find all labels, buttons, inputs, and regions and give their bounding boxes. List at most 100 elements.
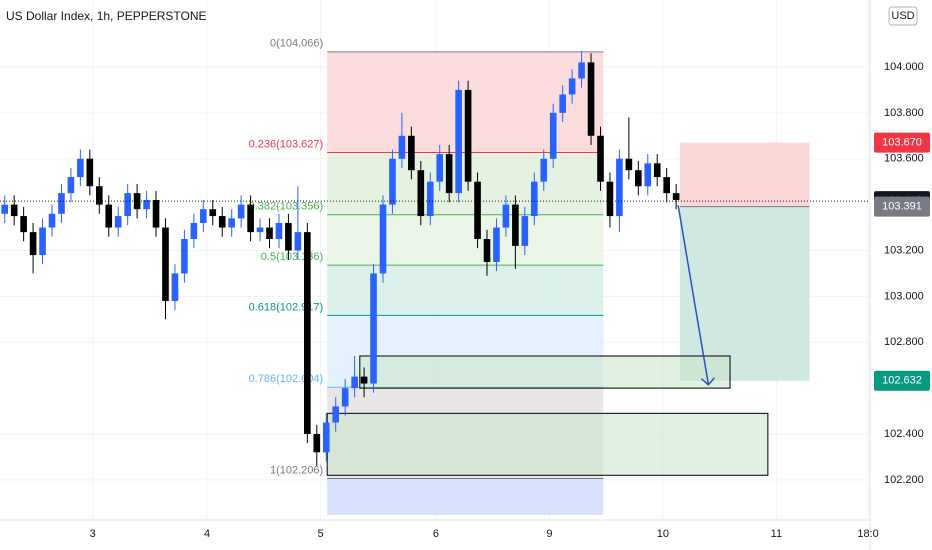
candle-body <box>341 388 349 407</box>
candle-body <box>663 177 670 194</box>
candle-body <box>606 181 614 217</box>
candle-body <box>256 227 264 233</box>
zone-box <box>326 412 769 476</box>
y-tick-label: 103.000 <box>884 290 924 302</box>
x-tick-label: 5 <box>318 528 324 540</box>
candle-body <box>285 222 292 251</box>
arrow <box>677 205 710 385</box>
candle-body <box>304 232 311 434</box>
candle-body <box>351 376 358 389</box>
candle-body <box>77 158 84 178</box>
arrow-head <box>700 377 715 386</box>
candle-body <box>332 406 340 423</box>
candle-body <box>48 213 56 228</box>
candle-body <box>105 204 113 228</box>
candle-body <box>67 177 75 194</box>
x-tick-label: 18:0 <box>857 528 878 540</box>
fib-label: 0(104.066) <box>270 38 323 50</box>
price-tag-label: 103.670 <box>882 137 922 149</box>
candle-body <box>86 158 94 187</box>
fib-label: 0.236(103.627) <box>249 138 324 150</box>
candle-body <box>672 193 680 201</box>
y-tick-label: 102.800 <box>884 336 924 348</box>
candle-body <box>370 273 377 384</box>
fib-band <box>327 478 604 515</box>
fib-label: 0.5(103.136) <box>261 251 323 263</box>
fib-band <box>327 214 604 266</box>
y-tick-label: 103.600 <box>884 153 924 165</box>
candle-body <box>653 163 661 178</box>
y-tick-label: 103.800 <box>884 107 924 119</box>
price-tag <box>874 132 930 153</box>
candle-body <box>616 158 623 217</box>
candle-body <box>209 209 217 217</box>
candle-body <box>417 170 425 217</box>
candle-body <box>559 94 566 113</box>
candle-body <box>133 193 141 210</box>
candle-body <box>228 218 235 228</box>
x-tick-label: 4 <box>204 528 210 540</box>
candle-body <box>275 222 283 240</box>
candle-body <box>294 232 302 251</box>
candle-body <box>58 193 65 214</box>
candle-body <box>322 422 330 453</box>
candle-body <box>1 204 9 214</box>
candle-body <box>587 62 595 136</box>
candle-body <box>313 433 321 453</box>
candle-body <box>398 135 406 159</box>
candle-body <box>162 227 169 301</box>
y-tick-label: 103.200 <box>884 244 924 256</box>
x-tick-label: 6 <box>433 528 439 540</box>
x-tick-label: 9 <box>546 528 552 540</box>
candle-body <box>644 163 652 187</box>
candle-body <box>114 216 122 228</box>
x-tick-label: 10 <box>657 528 669 540</box>
price-axis <box>870 0 932 550</box>
candle-body <box>493 227 500 262</box>
candle-body <box>266 227 273 240</box>
candle-body <box>152 200 160 228</box>
candle-body <box>455 89 462 194</box>
candle-body <box>625 158 633 171</box>
candle-body <box>143 200 150 210</box>
candle-body <box>483 239 491 262</box>
candle-body <box>408 135 415 171</box>
candle-body <box>568 78 576 95</box>
candle-body <box>10 204 18 217</box>
candle-body <box>464 89 472 182</box>
candle-body <box>218 216 226 228</box>
candle-body <box>190 222 198 240</box>
price-tag-label: 103.391 <box>882 201 922 213</box>
fib-label: 1(102.206) <box>270 464 323 476</box>
y-tick-label: 102.200 <box>884 474 924 486</box>
currency-box <box>888 6 918 26</box>
fib-band <box>327 265 604 316</box>
candle-body <box>247 204 254 233</box>
candle-body <box>445 154 453 194</box>
y-tick-label: 102.400 <box>884 428 924 440</box>
x-tick-label: 3 <box>90 528 96 540</box>
fib-label: 0.786(102.604) <box>249 373 324 385</box>
candle-body <box>171 273 179 301</box>
candle-body <box>95 186 103 205</box>
price-tag <box>874 196 930 217</box>
candle-body <box>521 216 529 246</box>
currency: USD <box>891 10 914 22</box>
candle-body <box>237 204 245 219</box>
candle-body <box>502 204 510 228</box>
fib-label: 0.618(102.917) <box>249 301 324 313</box>
candle-body <box>29 232 37 256</box>
candle-body <box>578 62 585 79</box>
candle-body <box>360 376 368 384</box>
price-tag-label: 102.632 <box>882 375 922 387</box>
candle-body <box>39 227 46 256</box>
price-tag <box>874 370 930 391</box>
candle-body <box>436 154 444 182</box>
candle-body <box>549 112 557 159</box>
candle-body <box>124 193 131 217</box>
candle-body <box>512 204 519 246</box>
candle-body <box>181 239 188 274</box>
candle-body <box>530 181 538 217</box>
target-zone <box>679 206 810 381</box>
